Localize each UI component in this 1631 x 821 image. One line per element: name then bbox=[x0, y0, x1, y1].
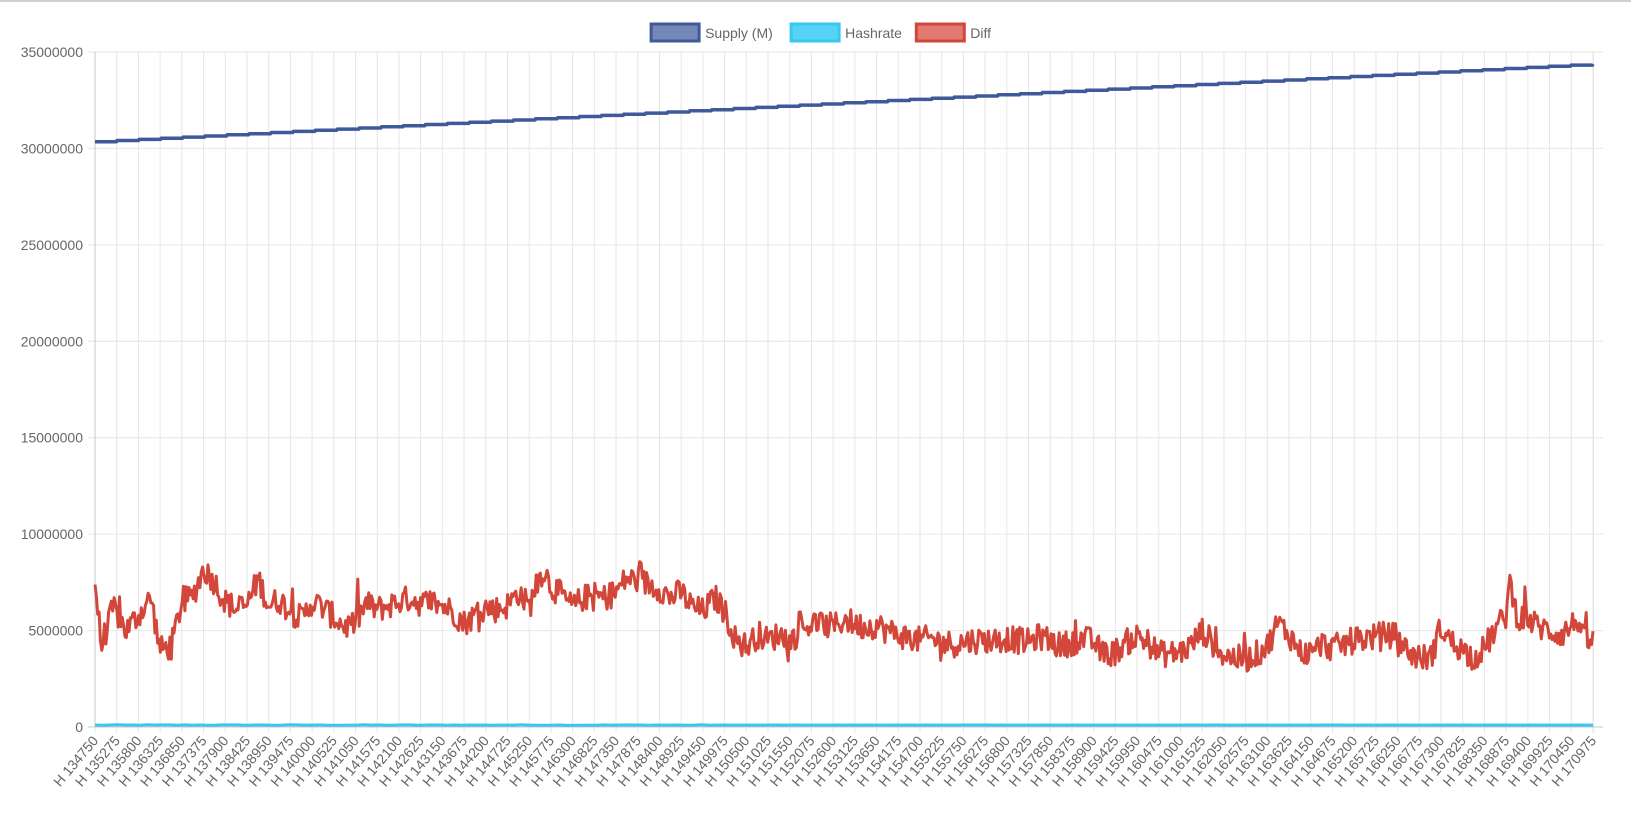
legend-swatch-diff bbox=[914, 22, 966, 43]
legend-swatch-hashrate bbox=[789, 22, 841, 43]
legend-label-diff: Diff bbox=[970, 25, 991, 41]
y-tick-label: 20000000 bbox=[21, 333, 84, 349]
y-tick-label: 25000000 bbox=[21, 237, 84, 253]
legend-item-supply-m[interactable]: Supply (M) bbox=[649, 22, 773, 43]
y-tick-label: 5000000 bbox=[28, 623, 83, 639]
y-tick-label: 0 bbox=[75, 719, 83, 735]
series-line-diff bbox=[93, 560, 1595, 673]
legend-label-supply-m: Supply (M) bbox=[705, 25, 773, 41]
y-tick-label: 15000000 bbox=[21, 430, 84, 446]
legend[interactable]: Supply (M) Hashrate Diff bbox=[649, 22, 991, 43]
series-line-hashrate bbox=[94, 723, 1593, 727]
legend-item-diff[interactable]: Diff bbox=[914, 22, 991, 43]
axis-layer: 0 5000000 10000000 15000000 20000000 25000000… bbox=[21, 44, 1603, 789]
series-line-supply-m bbox=[95, 63, 1595, 144]
y-tick-label: 35000000 bbox=[21, 44, 84, 60]
legend-label-hashrate: Hashrate bbox=[845, 25, 902, 41]
legend-item-hashrate[interactable]: Hashrate bbox=[789, 22, 902, 43]
y-tick-label: 10000000 bbox=[21, 526, 84, 542]
legend-swatch-supply-m bbox=[649, 22, 701, 43]
y-tick-label: 30000000 bbox=[21, 140, 84, 156]
top-rule bbox=[0, 0, 1631, 2]
series-layer bbox=[93, 63, 1595, 727]
